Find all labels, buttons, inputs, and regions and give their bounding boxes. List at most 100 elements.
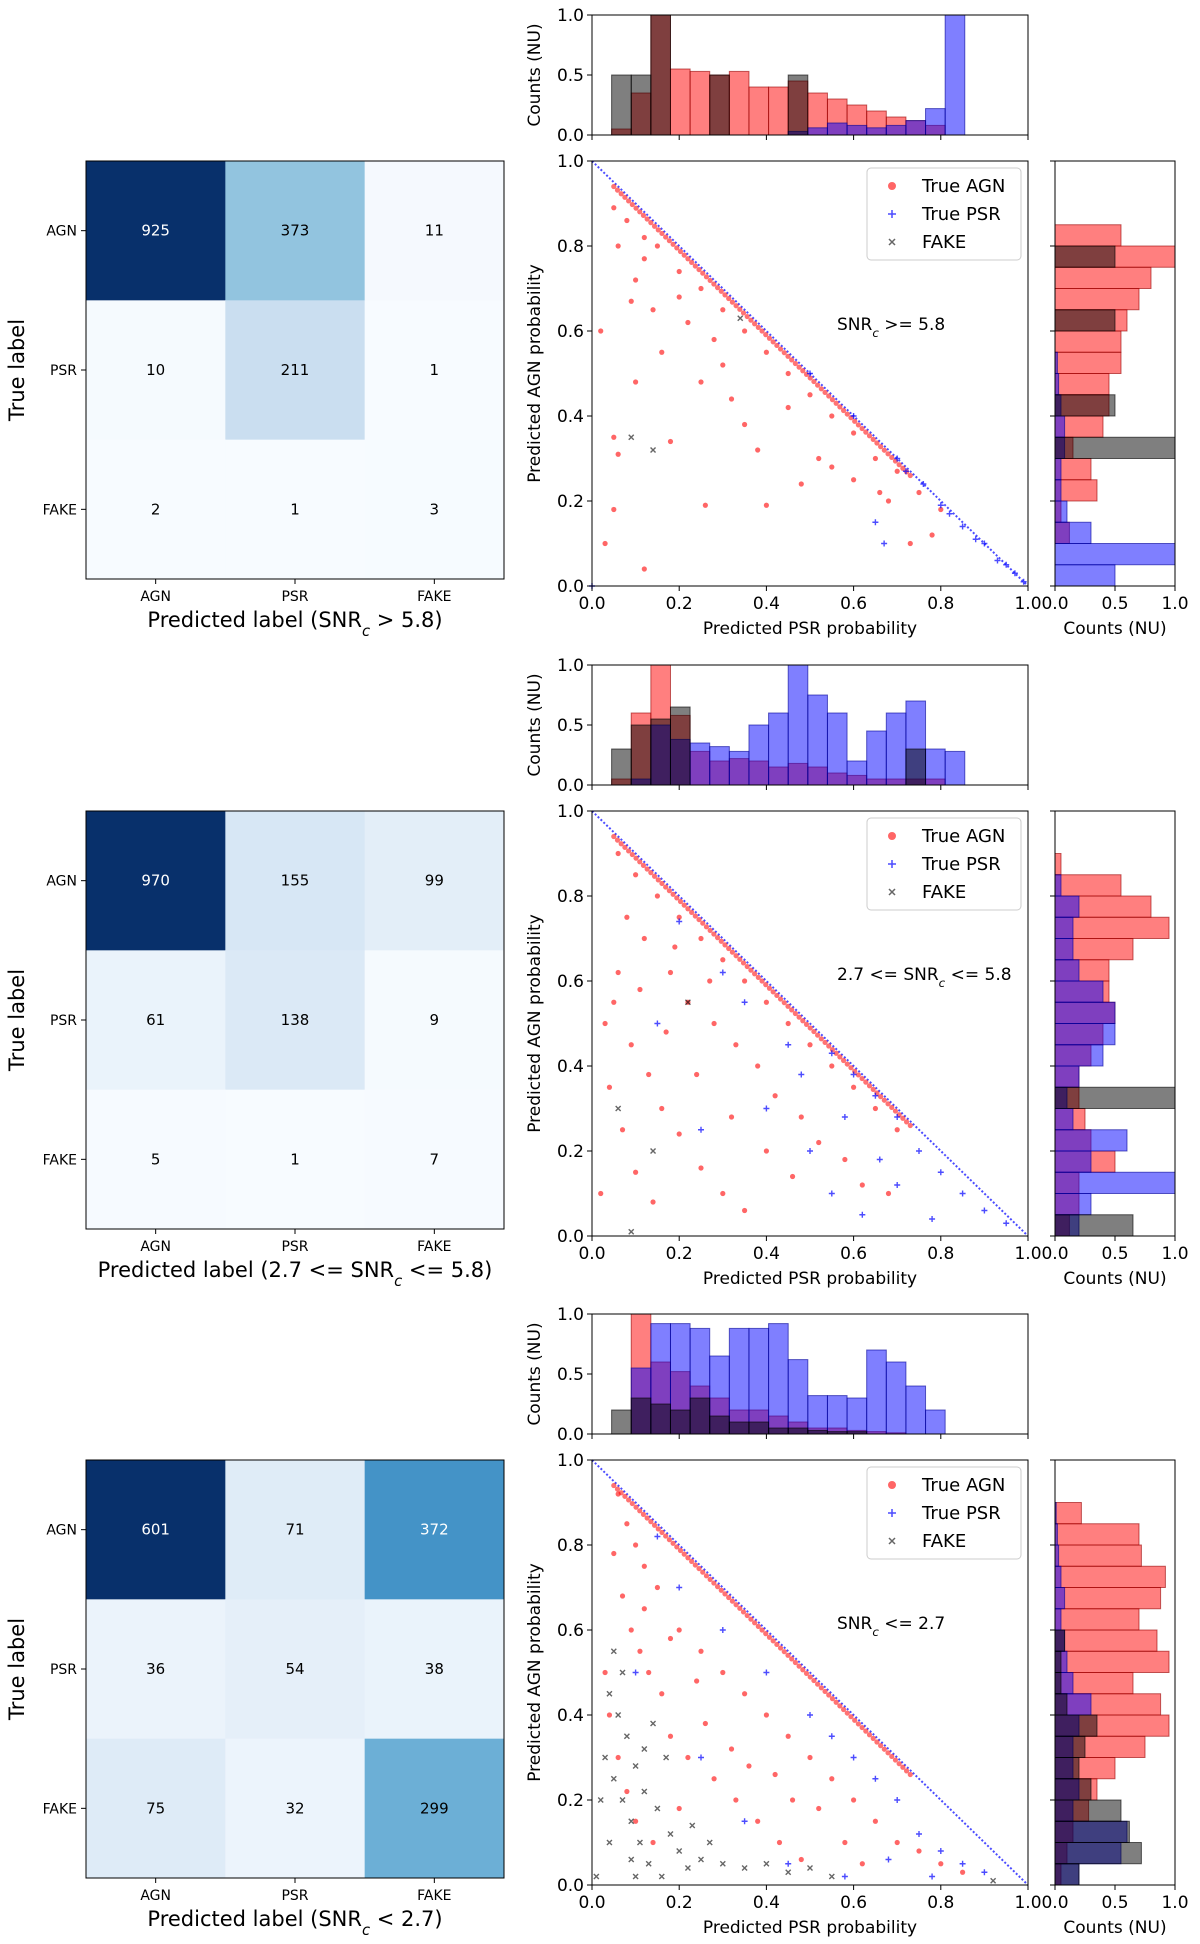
- scatter-x-tick-label: 0.0: [578, 1893, 605, 1913]
- scatter-point-agn: [800, 368, 806, 374]
- cm-cell: [364, 1599, 505, 1740]
- scatter-point-agn: [711, 336, 717, 343]
- scatter-x-tick-label: 0.6: [840, 594, 867, 614]
- top-hist-bar-psr: [885, 712, 907, 786]
- scatter-point-agn: [870, 1086, 876, 1092]
- scatter-y-tick-label: 0.8: [557, 1536, 584, 1556]
- right-hist-x-tick-label: 1.0: [1161, 1893, 1188, 1913]
- scatter-point-agn: [792, 360, 798, 367]
- scatter-point-agn: [900, 465, 906, 471]
- scatter-point-agn: [798, 481, 804, 487]
- cm-col-label: FAKE: [417, 1239, 451, 1255]
- scatter-point-agn: [674, 895, 680, 901]
- scatter-point-psr: [698, 1754, 704, 1761]
- right-hist-bar-psr: [1054, 373, 1060, 396]
- scatter-point-agn: [611, 999, 617, 1005]
- scatter-point-psr: [798, 1071, 805, 1078]
- legend-fake-marker: [888, 1537, 896, 1545]
- cm-cell-value: 373: [281, 222, 310, 240]
- top-hist-bar-psr: [925, 1409, 946, 1435]
- scatter-point-agn: [628, 298, 634, 304]
- right-hist-x-tick-label: 0.5: [1101, 1244, 1128, 1264]
- right-hist-bar-fake: [1054, 309, 1116, 332]
- scatter-point-agn: [859, 425, 865, 432]
- scatter-x-tick-label: 1.0: [1014, 1244, 1041, 1264]
- scatter-point-agn: [894, 1839, 900, 1846]
- top-hist-bar-psr: [885, 124, 907, 136]
- scatter-point-agn: [659, 1529, 665, 1536]
- top-hist-bar-fake: [748, 1421, 770, 1435]
- scatter-point-agn: [650, 307, 656, 313]
- cm-cell-value: 3: [430, 500, 440, 518]
- scatter-point-agn: [829, 1696, 836, 1702]
- scatter-point-agn: [659, 349, 665, 355]
- top-hist-bar-fake: [650, 1403, 671, 1435]
- top-hist-bar-psr: [905, 120, 927, 136]
- scatter-point-agn: [816, 1139, 822, 1146]
- right-hist-bar-psr: [1054, 1608, 1062, 1631]
- right-hist-bar-fake: [1054, 1086, 1176, 1109]
- cm-cell-value: 1: [430, 361, 440, 379]
- scatter-point-agn: [870, 1735, 876, 1741]
- cm-cell-value: 71: [285, 1521, 304, 1539]
- cm-cell: [364, 1089, 505, 1230]
- scatter-point-agn: [777, 346, 784, 352]
- cm-cell-value: 7: [430, 1150, 440, 1168]
- scatter-point-agn: [763, 1148, 770, 1154]
- scatter-x-tick-label: 0.8: [927, 594, 954, 614]
- scatter-point-fake: [650, 1148, 657, 1154]
- scatter-point-agn: [677, 1547, 684, 1554]
- scatter-point-psr: [981, 1869, 988, 1876]
- confusion-matrix: 925 373 11 10 211 1 2 1 3 AGN PSR FAKE AGN PSR FAKE Pre…: [5, 160, 505, 640]
- legend-fake-marker: [888, 888, 896, 896]
- legend-box: [866, 1466, 1022, 1560]
- scatter-point-agn: [611, 506, 617, 513]
- scatter-point-agn: [752, 321, 758, 327]
- top-hist-bar-psr: [787, 1359, 809, 1435]
- scatter-point-agn: [785, 1733, 791, 1739]
- right-hist-bar-fake: [1054, 1735, 1086, 1758]
- scatter-point-agn: [718, 938, 724, 944]
- scatter-point-psr: [719, 969, 726, 976]
- scatter-point-fake: [610, 1775, 617, 1782]
- scatter-point-agn: [626, 1497, 632, 1503]
- scatter-point-agn: [628, 1042, 634, 1048]
- scatter-point-agn: [676, 268, 682, 275]
- scatter-point-agn: [737, 956, 743, 962]
- top-hist-bar-psr: [866, 127, 887, 136]
- scatter-point-agn: [744, 313, 750, 320]
- scatter-ylabel: Predicted AGN probability: [525, 914, 545, 1133]
- scatter-point-agn: [677, 898, 684, 905]
- right-hist-bar-fake: [1054, 436, 1176, 459]
- cm-col-label: FAKE: [417, 1888, 451, 1904]
- scatter-point-agn: [900, 1764, 906, 1770]
- scatter-point-agn: [651, 1522, 658, 1528]
- scatter-point-agn: [720, 957, 726, 963]
- scatter-point-agn: [833, 1050, 839, 1056]
- confusion-matrix: 970 155 99 61 138 9 5 1 7 AGN PSR FAKE AGN PSR FAKE Pre…: [5, 810, 505, 1290]
- scatter-point-agn: [618, 841, 624, 847]
- top-hist-bar-fake: [669, 706, 691, 786]
- scatter-point-agn: [855, 1072, 861, 1078]
- scatter-point-agn: [907, 540, 913, 547]
- top-hist-ylabel: Counts (NU): [525, 1322, 545, 1425]
- cm-row-label: FAKE: [43, 502, 77, 518]
- top-hist-bar-fake: [709, 1415, 730, 1435]
- scatter-point-psr: [972, 536, 979, 543]
- top-hist-bar-fake: [611, 1409, 632, 1435]
- scatter-point-agn: [829, 1776, 835, 1782]
- cm-ylabel: True label: [5, 319, 29, 422]
- scatter-point-agn: [892, 1757, 899, 1763]
- right-histogram: 0.0 0.5 1.0 Counts (NU): [1041, 1459, 1189, 1938]
- scatter-point-fake: [684, 1865, 691, 1871]
- right-hist-bar-agn: [1054, 1629, 1158, 1652]
- cm-cell-value: 601: [141, 1521, 170, 1539]
- scatter-point-agn: [714, 1584, 721, 1590]
- scatter-point-fake: [654, 1805, 661, 1812]
- top-hist-bar-fake: [611, 74, 632, 136]
- scatter-point-agn: [676, 294, 682, 300]
- right-hist-bar-psr: [1054, 1171, 1176, 1194]
- cm-cell-value: 61: [146, 1011, 165, 1029]
- scatter-point-fake: [610, 1648, 617, 1655]
- scatter-point-agn: [863, 1079, 869, 1085]
